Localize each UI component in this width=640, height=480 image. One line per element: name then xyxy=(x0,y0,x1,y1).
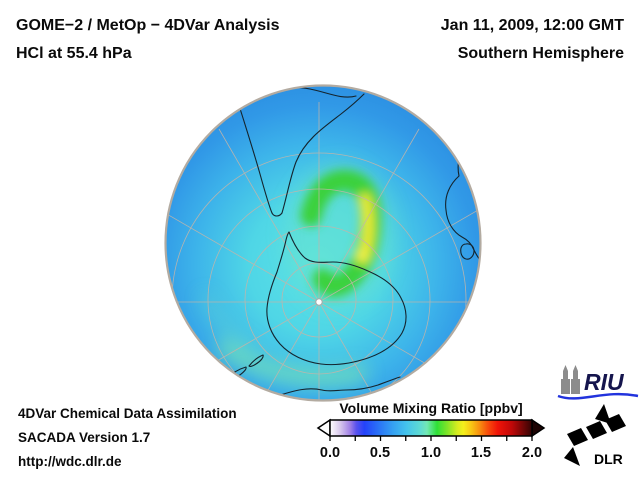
colorbar-title: Volume Mixing Ratio [ppbv] xyxy=(339,400,523,416)
colorbar-tick-label-3: 1.5 xyxy=(470,445,492,461)
riu-cathedral-icon xyxy=(561,365,580,394)
hcl-plume xyxy=(300,169,382,297)
colorbar-tick-label-4: 2.0 xyxy=(521,445,543,461)
riu-logo: RIU xyxy=(557,365,639,400)
coast-south-america-tip xyxy=(271,212,283,217)
dlr-logo: DLR xyxy=(564,404,626,467)
riu-swoosh xyxy=(557,392,639,400)
colorbar-tick-label-1: 0.5 xyxy=(369,445,391,461)
globe-limb xyxy=(164,84,482,402)
header-right: Jan 11, 2009, 12:00 GMT Southern Hemisph… xyxy=(441,12,624,68)
colorbar-overflow-arrow xyxy=(531,418,546,438)
dlr-emblem-icon xyxy=(564,404,626,466)
plot-subtitle: HCl at 55.4 hPa xyxy=(16,45,132,62)
coast-madagascar xyxy=(460,243,475,260)
colorbar-tickmarks xyxy=(329,436,533,441)
colorbar-underflow-arrow xyxy=(316,418,331,438)
coast-new-zealand-north xyxy=(248,354,264,367)
coast-south-america-west xyxy=(235,95,273,214)
coast-south-america-east xyxy=(281,93,365,214)
riu-logo-text: RIU xyxy=(584,369,625,395)
credit-line-1: 4DVar Chemical Data Assimilation xyxy=(18,406,237,421)
colorbar-tick-label-0: 0.0 xyxy=(319,445,341,461)
coast-antarctica xyxy=(266,231,407,366)
coast-australia xyxy=(276,376,401,397)
colorbar xyxy=(316,418,546,441)
dlr-logo-text: DLR xyxy=(594,451,623,467)
credit-line-3: http://wdc.dlr.de xyxy=(18,454,122,469)
plot-datetime: Jan 11, 2009, 12:00 GMT xyxy=(440,17,624,34)
credit-line-2: SACADA Version 1.7 xyxy=(18,430,151,445)
plot-title: GOME−2 / MetOp − 4DVar Analysis xyxy=(16,17,280,34)
south-pole-marker xyxy=(315,298,323,306)
colorbar-tick-label-2: 1.0 xyxy=(420,445,442,461)
footer-credits: 4DVar Chemical Data Assimilation SACADA … xyxy=(18,402,237,474)
colorbar-gradient xyxy=(329,419,533,437)
header-left: GOME−2 / MetOp − 4DVar Analysis HCl at 5… xyxy=(16,12,280,68)
plot-region: Southern Hemisphere xyxy=(457,45,624,62)
